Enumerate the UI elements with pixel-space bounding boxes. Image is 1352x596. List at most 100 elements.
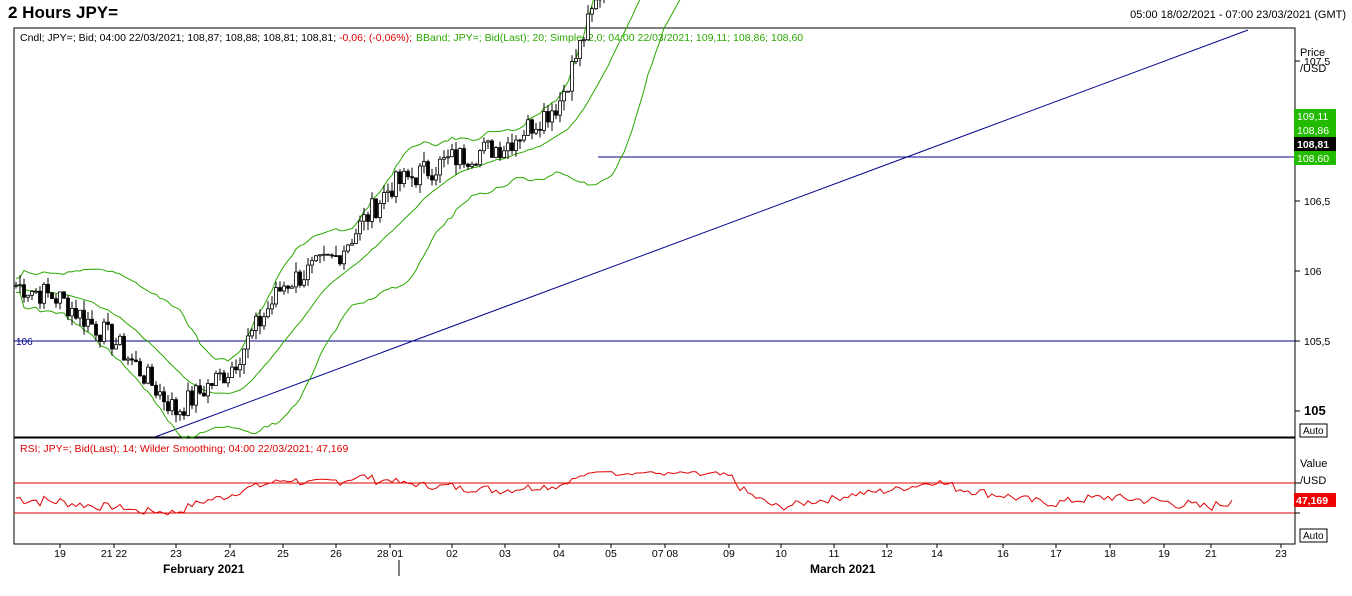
rsi-legend: RSI; JPY=; Bid(Last); 14; Wilder Smoothi…	[20, 443, 348, 455]
day-tick-label: 11	[829, 548, 840, 560]
day-tick-label: 03	[499, 548, 511, 560]
candle-body	[134, 359, 138, 362]
candle-body	[534, 128, 538, 134]
candle-body	[278, 287, 282, 292]
tag-bb-lower-bg	[1294, 151, 1336, 165]
day-tick-label: 25	[277, 548, 289, 560]
candle-body	[502, 150, 506, 159]
bband-lower-line	[15, 0, 681, 439]
day-tick-label: 07 08	[652, 548, 678, 560]
candle-body	[494, 147, 498, 158]
candle-body	[50, 292, 54, 300]
rsi-panel-frame	[13, 437, 1296, 545]
day-tick-label: 21	[1205, 548, 1217, 560]
candle-body	[34, 290, 38, 293]
candle-body	[510, 142, 514, 151]
candle-body	[198, 385, 202, 394]
candle-body	[294, 271, 298, 288]
day-tick-label: 21 22	[101, 548, 127, 560]
candle-body	[38, 290, 42, 304]
candle-body	[270, 303, 274, 310]
candle-body	[514, 139, 518, 151]
candle-body	[210, 383, 214, 386]
candle-body	[574, 58, 578, 62]
candle-body	[166, 401, 170, 412]
tag-bb-upper-bg	[1294, 109, 1336, 123]
day-tick-label: 10	[775, 548, 787, 560]
candle-body	[58, 291, 62, 304]
day-tick-label: 16	[997, 548, 1009, 560]
candle-body	[542, 111, 546, 131]
candle-body	[174, 399, 178, 416]
candle-body	[130, 358, 134, 361]
rsi-auto-label: Auto	[1303, 531, 1324, 542]
day-tick-label: 05	[605, 548, 617, 560]
candle-body	[594, 0, 598, 10]
candle-body	[146, 366, 150, 384]
candle-body	[142, 375, 146, 384]
candle-body	[446, 156, 450, 159]
candle-body	[402, 170, 406, 184]
candle-body	[102, 321, 106, 342]
candle-body	[458, 148, 462, 166]
rsi-axis-unit: /USD	[1300, 475, 1326, 487]
candle-body	[462, 148, 466, 165]
candle-body	[558, 100, 562, 116]
candle-body	[122, 335, 126, 361]
candle-body	[106, 321, 110, 325]
candle-body	[430, 175, 434, 181]
candle-body	[490, 140, 494, 158]
candle-body	[238, 364, 242, 371]
candle-body	[506, 142, 510, 152]
month-label-mar: March 2021	[810, 562, 876, 576]
day-tick-label: 17	[1050, 548, 1062, 560]
tag-bb-lower: 108,60	[1297, 153, 1329, 165]
legend-change: -0,06; (-0,06%);	[339, 32, 412, 44]
candle-body	[290, 286, 294, 289]
candle-body	[522, 134, 526, 141]
candle-body	[410, 176, 414, 179]
candle-body	[470, 163, 474, 167]
date-range: 05:00 18/02/2021 - 07:00 23/03/2021 (GMT…	[1130, 9, 1346, 21]
day-tick-label: 19	[1158, 548, 1170, 560]
candle-body	[358, 220, 362, 235]
candle-body	[70, 307, 74, 317]
candle-body	[250, 330, 254, 337]
candle-body	[418, 165, 422, 186]
candle-body	[346, 244, 350, 252]
candle-body	[30, 291, 34, 296]
candle-body	[414, 177, 418, 186]
candle-body	[330, 254, 334, 257]
tag-bb-mid-bg	[1294, 123, 1336, 137]
rsi-auto-button[interactable]	[1299, 528, 1328, 543]
candle-body	[114, 344, 118, 350]
candle-body	[482, 141, 486, 152]
candle-body	[162, 391, 166, 403]
candle-body	[110, 324, 114, 350]
candle-body	[150, 366, 154, 386]
trendline[interactable]	[154, 29, 1249, 438]
tag-last-bg	[1294, 137, 1336, 151]
candle-body	[82, 309, 86, 327]
rsi-tag: 47,169	[1296, 495, 1328, 507]
bband-upper-line	[15, 0, 594, 362]
candle-body	[434, 174, 438, 181]
tag-bb-upper: 109,11	[1297, 111, 1328, 123]
price-tick-label: 105	[1304, 403, 1326, 418]
candle-body	[306, 264, 310, 281]
bband-middle-line	[15, 0, 641, 395]
candle-body	[586, 13, 590, 41]
candle-body	[386, 190, 390, 194]
candle-body	[378, 203, 382, 218]
price-tick-label: 106,5	[1304, 196, 1330, 208]
price-axis-title: Price	[1300, 47, 1325, 59]
candle-body	[86, 318, 90, 327]
candle-body	[366, 214, 370, 222]
candle-body	[302, 279, 306, 286]
month-label-feb: February 2021	[163, 562, 245, 576]
price-auto-button[interactable]	[1299, 423, 1328, 438]
candle-body	[170, 399, 174, 412]
candle-body	[426, 161, 430, 177]
candle-body	[206, 383, 210, 397]
